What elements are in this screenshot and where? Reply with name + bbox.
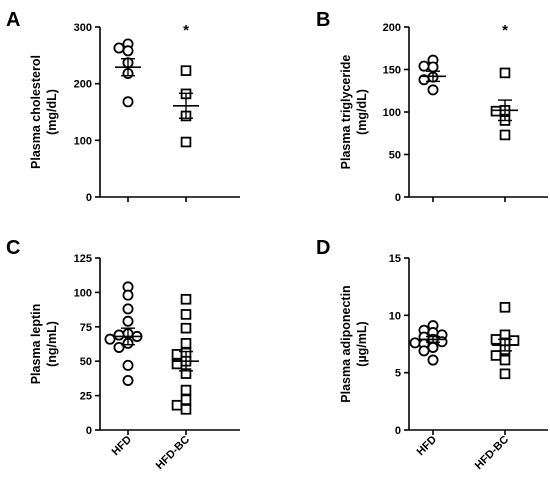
y-axis-label: Plasma leptin bbox=[29, 304, 43, 385]
data-point-hfd bbox=[122, 96, 134, 108]
y-tick-label: 50 bbox=[80, 356, 92, 368]
data-point-hfd-bc bbox=[180, 404, 192, 415]
y-tick-label: 200 bbox=[74, 79, 92, 91]
data-point-hfd bbox=[122, 289, 134, 301]
data-point-hfd bbox=[122, 315, 134, 327]
data-point-hfd bbox=[104, 333, 116, 345]
x-category-label: HFD-BC bbox=[154, 434, 192, 472]
data-point-hfd bbox=[409, 337, 421, 349]
data-point-hfd-bc bbox=[180, 384, 192, 396]
data-point-hfd-bc bbox=[490, 105, 502, 117]
y-tick-label: 125 bbox=[74, 253, 92, 265]
panel-d: D Plasma adiponectin (µg/mL) 0 5 10 15 HFD HFD-B… bbox=[316, 237, 548, 472]
y-tick-label: 300 bbox=[74, 22, 92, 34]
y-tick-label: 50 bbox=[389, 150, 401, 162]
data-point-hfd bbox=[113, 329, 125, 341]
data-point-hfd bbox=[122, 374, 134, 386]
panel-letter: A bbox=[6, 9, 20, 31]
y-tick-label: 0 bbox=[395, 192, 401, 204]
data-point-hfd bbox=[418, 60, 430, 72]
data-point-hfd-bc bbox=[499, 129, 511, 141]
data-point-hfd-bc bbox=[171, 358, 183, 370]
data-point-hfd bbox=[427, 84, 439, 96]
y-axis-unit: (ng/mL) bbox=[45, 321, 59, 367]
y-axis-label: Plasma adiponectin bbox=[339, 285, 353, 402]
y-tick-label: 25 bbox=[80, 391, 92, 403]
y-tick-label: 100 bbox=[383, 107, 401, 119]
significance-marker: * bbox=[183, 22, 189, 39]
data-point-hfd-bc bbox=[180, 293, 192, 305]
panel-letter: C bbox=[6, 237, 20, 259]
y-tick-label: 0 bbox=[86, 425, 92, 437]
data-point-hfd-bc bbox=[180, 309, 192, 320]
y-tick-label: 15 bbox=[389, 253, 401, 265]
x-category-label: HFD bbox=[415, 434, 440, 459]
data-point-hfd-bc bbox=[499, 354, 511, 366]
data-point-hfd-bc bbox=[499, 368, 511, 380]
data-point-hfd-bc bbox=[171, 399, 183, 411]
y-tick-label: 200 bbox=[383, 22, 401, 34]
y-tick-label: 100 bbox=[74, 135, 92, 147]
data-point-hfd bbox=[427, 341, 439, 353]
significance-marker: * bbox=[502, 22, 508, 39]
data-point-hfd bbox=[418, 345, 430, 357]
panel-letter: D bbox=[316, 237, 330, 259]
x-category-label: HFD-BC bbox=[473, 434, 511, 472]
data-point-hfd-bc bbox=[180, 322, 192, 334]
data-point-hfd-bc bbox=[499, 302, 511, 313]
data-point-hfd bbox=[427, 61, 439, 73]
panel-a: A Plasma cholesterol (mg/dL) 0 100 200 300 * bbox=[6, 9, 240, 204]
data-point-hfd-bc bbox=[490, 350, 502, 361]
y-axis-label: Plasma cholesterol bbox=[29, 55, 43, 169]
y-tick-label: 100 bbox=[74, 287, 92, 299]
data-point-hfd bbox=[122, 45, 134, 57]
data-point-hfd bbox=[427, 354, 439, 366]
y-tick-label: 150 bbox=[383, 65, 401, 77]
x-category-label: HFD bbox=[110, 434, 135, 459]
data-point-hfd-bc bbox=[499, 67, 511, 79]
y-tick-label: 0 bbox=[395, 425, 401, 437]
data-point-hfd bbox=[113, 42, 125, 54]
data-point-hfd-bc bbox=[180, 65, 192, 76]
data-point-hfd-bc bbox=[180, 338, 192, 349]
panel-letter: B bbox=[316, 9, 330, 31]
data-point-hfd bbox=[122, 303, 134, 315]
panel-c: C Plasma leptin (ng/mL) 0 25 50 75 100 125 HFD HFD… bbox=[6, 237, 240, 472]
y-tick-label: 75 bbox=[80, 322, 92, 334]
y-axis-label: Plasma triglyceride bbox=[339, 55, 353, 170]
y-tick-label: 10 bbox=[389, 310, 401, 322]
panel-b: B Plasma triglyceride (mg/dL) 0 50 100 150 200 * bbox=[316, 9, 548, 204]
y-axis-unit: (µg/mL) bbox=[355, 321, 369, 366]
data-point-hfd bbox=[122, 359, 134, 371]
y-tick-label: 5 bbox=[395, 368, 401, 380]
data-point-hfd-bc bbox=[180, 136, 192, 148]
y-axis-unit: (mg/dL) bbox=[45, 89, 59, 135]
data-point-hfd-bc bbox=[180, 394, 192, 406]
data-point-hfd-bc bbox=[508, 335, 520, 346]
y-axis-unit: (mg/dL) bbox=[355, 89, 369, 135]
y-tick-label: 0 bbox=[86, 192, 92, 204]
